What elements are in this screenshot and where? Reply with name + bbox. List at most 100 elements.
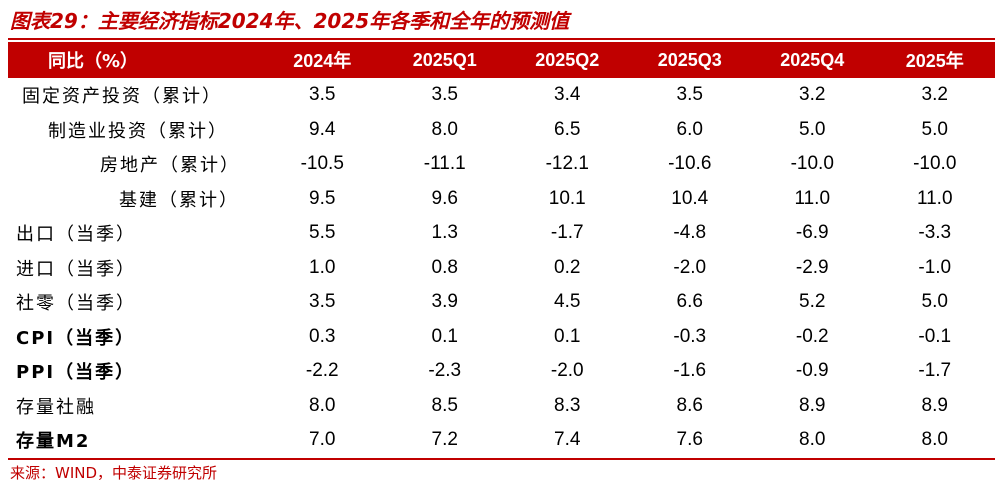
table-cell: 11.0 xyxy=(916,187,953,209)
table-cell: 6.0 xyxy=(676,118,703,140)
header-cell-2025q4: 2025Q4 xyxy=(780,49,845,70)
source-note: 来源：WIND，中泰证券研究所 xyxy=(10,464,218,482)
table-cell: 5.5 xyxy=(309,222,336,244)
table-row: 固定资产投资（累计） 3.5 3.5 3.4 3.5 3.2 3.2 xyxy=(8,78,995,113)
table-cell: -10.0 xyxy=(913,153,957,175)
table-cell: 8.0 xyxy=(431,118,458,140)
table-cell: 0.1 xyxy=(431,325,458,347)
header-cell-label: 同比（%） xyxy=(48,51,139,72)
row-label: 存量M2 xyxy=(16,431,91,453)
row-label: 基建（累计） xyxy=(119,189,239,211)
table-cell: 8.9 xyxy=(921,394,948,416)
table-row: 基建（累计） 9.5 9.6 10.1 10.4 11.0 11.0 xyxy=(8,182,995,217)
row-label: 存量社融 xyxy=(16,396,96,418)
table-cell: 0.3 xyxy=(309,325,336,347)
table-cell: -12.1 xyxy=(545,153,589,175)
table-row: 存量社融 8.0 8.5 8.3 8.6 8.9 8.9 xyxy=(8,389,995,424)
table-cell: 3.2 xyxy=(921,84,948,106)
header-cell-2025q1: 2025Q1 xyxy=(412,49,477,70)
table-row: 进口（当季） 1.0 0.8 0.2 -2.0 -2.9 -1.0 xyxy=(8,251,995,286)
table-cell: 3.5 xyxy=(676,84,703,106)
table-cell: 3.4 xyxy=(554,84,581,106)
row-label: 社零（当季） xyxy=(16,293,136,315)
table-cell: 3.5 xyxy=(309,291,336,313)
table-cell: 11.0 xyxy=(794,187,831,209)
table-row: 存量M2 7.0 7.2 7.4 7.6 8.0 8.0 xyxy=(8,423,995,458)
table-cell: -11.1 xyxy=(423,153,466,175)
header-cell-2025: 2025年 xyxy=(905,51,964,71)
table-cell: -10.0 xyxy=(790,153,834,175)
table-row: 房地产（累计） -10.5 -11.1 -12.1 -10.6 -10.0 -1… xyxy=(8,147,995,182)
header-cell-2025q2: 2025Q2 xyxy=(535,49,600,70)
table-cell: -6.9 xyxy=(795,222,829,244)
table-cell: 7.4 xyxy=(554,429,581,451)
table-cell: -3.3 xyxy=(918,222,952,244)
row-label: CPI（当季） xyxy=(16,327,136,349)
table-title: 图表29：主要经济指标2024年、2025年各季和全年的预测值 xyxy=(10,9,570,33)
table-cell: 3.5 xyxy=(309,84,336,106)
table-cell: 3.2 xyxy=(799,84,826,106)
table-cell: -0.2 xyxy=(795,325,829,347)
table-cell: -2.3 xyxy=(428,360,462,382)
table-row: 社零（当季） 3.5 3.9 4.5 6.6 5.2 5.0 xyxy=(8,285,995,320)
row-label: 固定资产投资（累计） xyxy=(22,86,222,108)
table-cell: 0.8 xyxy=(431,256,458,278)
table-cell: 3.9 xyxy=(431,291,458,313)
table-cell: 0.1 xyxy=(554,325,581,347)
table-row: 制造业投资（累计） 9.4 8.0 6.5 6.0 5.0 5.0 xyxy=(8,113,995,148)
table-cell: 1.3 xyxy=(431,222,458,244)
table-cell: 8.9 xyxy=(799,394,826,416)
table-cell: -1.0 xyxy=(918,256,952,278)
table-cell: -4.8 xyxy=(673,222,707,244)
row-label: 进口（当季） xyxy=(16,258,136,280)
table-cell: -1.6 xyxy=(673,360,707,382)
table-cell: -2.0 xyxy=(673,256,707,278)
table-row: PPI（当季） -2.2 -2.3 -2.0 -1.6 -0.9 -1.7 xyxy=(8,354,995,389)
title-divider xyxy=(8,38,995,40)
table-cell: -0.3 xyxy=(673,325,707,347)
table-cell: 5.0 xyxy=(799,118,826,140)
table-cell: -10.5 xyxy=(300,153,344,175)
table-cell: 9.6 xyxy=(431,187,458,209)
table-cell: 7.0 xyxy=(309,429,336,451)
table-cell: 6.5 xyxy=(554,118,581,140)
table-cell: 8.0 xyxy=(799,429,826,451)
table-cell: 4.5 xyxy=(554,291,581,313)
header-cell-2025q3: 2025Q3 xyxy=(657,49,722,70)
table-cell: 0.2 xyxy=(554,256,581,278)
table-cell: 9.4 xyxy=(309,118,336,140)
table-cell: 8.3 xyxy=(554,394,581,416)
table-cell: -2.0 xyxy=(550,360,584,382)
table-row: CPI（当季） 0.3 0.1 0.1 -0.3 -0.2 -0.1 xyxy=(8,320,995,355)
table-cell: 8.5 xyxy=(431,394,458,416)
footer-divider xyxy=(8,458,995,460)
table-cell: 7.6 xyxy=(676,429,703,451)
row-label: PPI（当季） xyxy=(16,362,136,384)
table-cell: -10.6 xyxy=(668,153,712,175)
table-cell: 1.0 xyxy=(309,256,336,278)
row-label: 制造业投资（累计） xyxy=(48,120,228,142)
table-cell: 5.0 xyxy=(921,118,948,140)
table-cell: 10.1 xyxy=(548,187,586,209)
table-cell: 8.6 xyxy=(676,394,703,416)
table-cell: 3.5 xyxy=(431,84,458,106)
table-header-row: 同比（%） 2024年 2025Q1 2025Q2 2025Q3 2025Q4 … xyxy=(8,42,995,78)
table-cell: -0.9 xyxy=(795,360,829,382)
table-cell: 5.0 xyxy=(921,291,948,313)
table-cell: 6.6 xyxy=(676,291,703,313)
table-cell: -1.7 xyxy=(550,222,584,244)
header-cell-2024: 2024年 xyxy=(293,51,352,71)
table-cell: 7.2 xyxy=(431,429,458,451)
forecast-table: 同比（%） 2024年 2025Q1 2025Q2 2025Q3 2025Q4 … xyxy=(8,42,995,458)
table-cell: 8.0 xyxy=(921,429,948,451)
table-row: 出口（当季） 5.5 1.3 -1.7 -4.8 -6.9 -3.3 xyxy=(8,216,995,251)
table-cell: 10.4 xyxy=(671,187,709,209)
table-cell: -1.7 xyxy=(918,360,952,382)
table-cell: 5.2 xyxy=(799,291,826,313)
table-cell: 9.5 xyxy=(309,187,336,209)
table-cell: 8.0 xyxy=(309,394,336,416)
table-cell: -2.2 xyxy=(305,360,339,382)
table-cell: -2.9 xyxy=(795,256,829,278)
row-label: 房地产（累计） xyxy=(100,155,240,177)
table-cell: -0.1 xyxy=(918,325,952,347)
